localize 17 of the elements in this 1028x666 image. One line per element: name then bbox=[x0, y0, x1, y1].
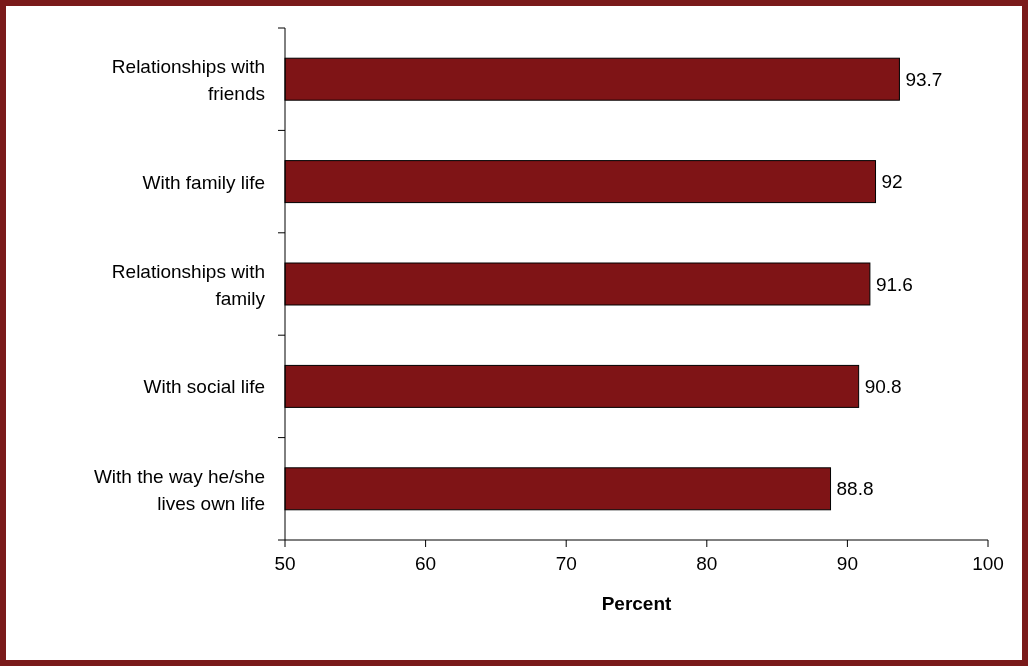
x-tick-label: 90 bbox=[836, 553, 858, 574]
data-label: 92 bbox=[881, 171, 903, 193]
x-tick-label: 100 bbox=[972, 553, 1004, 574]
y-tick-label: Relationships with friends bbox=[111, 55, 265, 104]
y-tick-label: Relationships with family bbox=[111, 260, 266, 309]
x-tick-label: 60 bbox=[415, 553, 437, 574]
x-tick-label: 80 bbox=[696, 553, 718, 574]
x-tick-label: 70 bbox=[555, 553, 577, 574]
data-label: 91.6 bbox=[875, 273, 913, 295]
x-axis-title: Percent bbox=[601, 593, 673, 614]
data-label: 90.8 bbox=[864, 375, 902, 397]
y-tick-label: With the way he/she lives own life bbox=[93, 465, 265, 514]
x-tick-label: 50 bbox=[274, 553, 296, 574]
y-tick-label: With family life bbox=[142, 171, 265, 193]
y-tick-label: With social life bbox=[143, 375, 265, 397]
data-label: 88.8 bbox=[836, 478, 874, 500]
data-label: 93.7 bbox=[905, 68, 943, 90]
